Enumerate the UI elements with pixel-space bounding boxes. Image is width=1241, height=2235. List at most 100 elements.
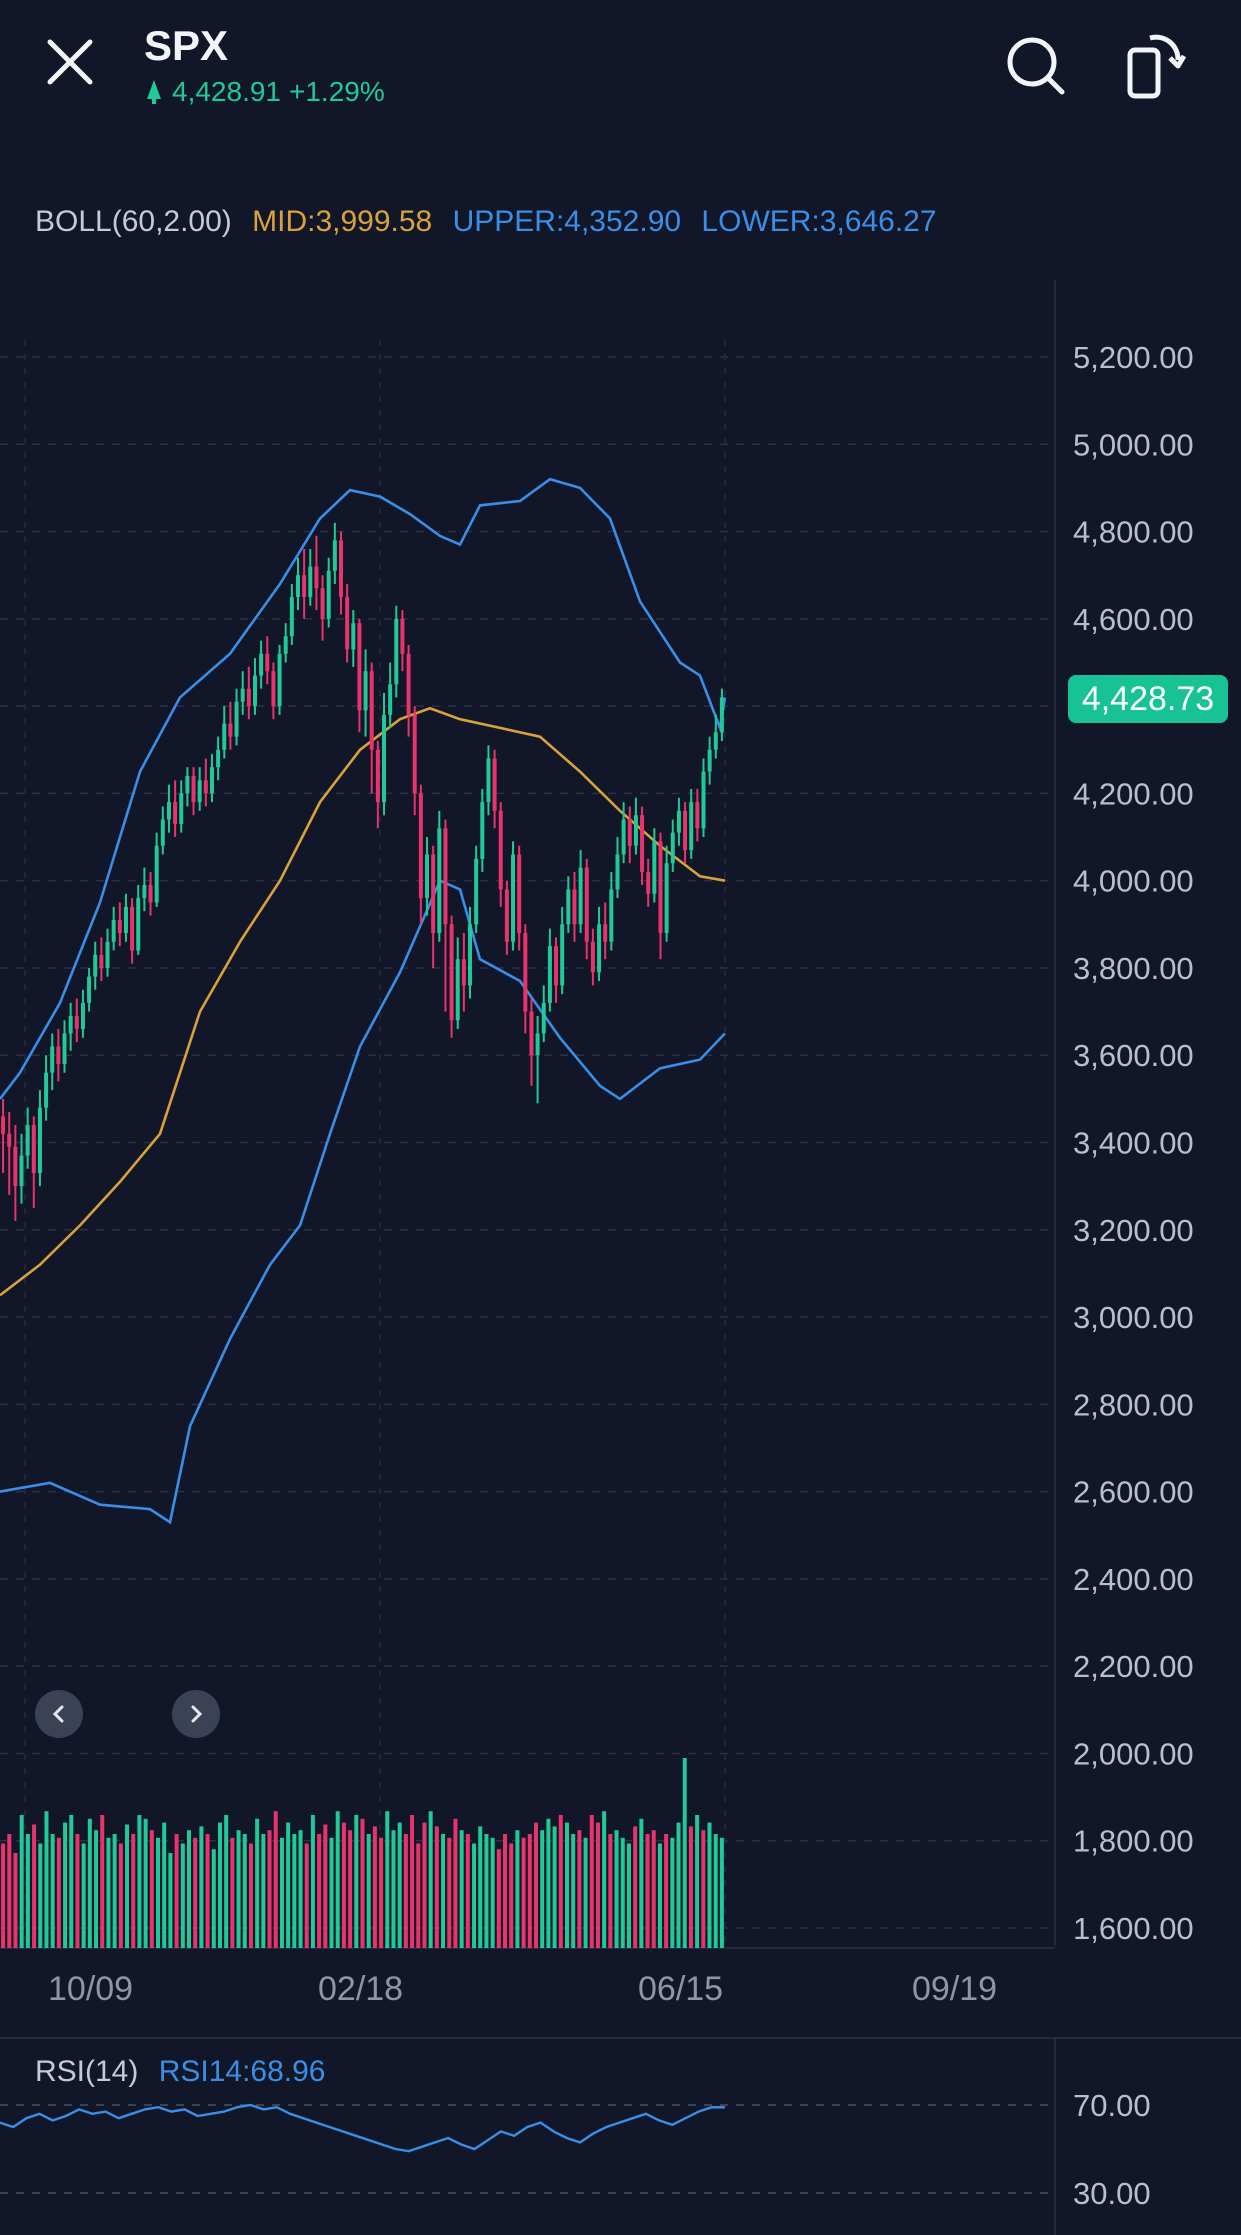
volume-bar bbox=[503, 1834, 508, 1948]
candle-body bbox=[345, 597, 350, 650]
volume-bar bbox=[261, 1834, 266, 1948]
y-tick-label: 5,000.00 bbox=[1073, 427, 1194, 462]
volume-bar bbox=[224, 1815, 229, 1948]
volume-bar bbox=[564, 1822, 569, 1948]
rsi-label: RSI(14) bbox=[35, 2055, 139, 2088]
volume-bar bbox=[143, 1818, 148, 1948]
volume-bar bbox=[87, 1818, 92, 1948]
volume-bar bbox=[447, 1837, 452, 1948]
candle-body bbox=[265, 653, 270, 672]
candle-body bbox=[74, 1015, 79, 1030]
candle-body bbox=[701, 771, 706, 829]
volume-bar bbox=[676, 1822, 681, 1948]
candlesticks bbox=[1, 522, 724, 1222]
volume-bar bbox=[465, 1834, 470, 1948]
candle-body bbox=[486, 758, 491, 803]
candle-body bbox=[523, 933, 528, 1012]
volume-bar bbox=[267, 1830, 272, 1948]
candle-body bbox=[111, 919, 116, 942]
volume-bar bbox=[688, 1826, 693, 1948]
close-button[interactable] bbox=[38, 30, 102, 94]
volume-bar bbox=[242, 1834, 247, 1948]
candle-body bbox=[123, 906, 128, 934]
candle-body bbox=[418, 793, 423, 899]
volume-bar bbox=[75, 1834, 80, 1948]
header: SPX 4,428.91 +1.29% bbox=[0, 0, 1241, 130]
candle-body bbox=[449, 924, 454, 1021]
rotate-screen-button[interactable] bbox=[1120, 28, 1190, 102]
candle-body bbox=[99, 954, 104, 968]
volume-bar bbox=[645, 1834, 650, 1948]
volume-bar bbox=[63, 1822, 68, 1948]
volume-bar bbox=[273, 1811, 278, 1948]
candle-body bbox=[338, 540, 343, 598]
up-arrow-icon bbox=[147, 80, 161, 104]
scroll-right-button[interactable] bbox=[172, 1690, 220, 1738]
candle-body bbox=[652, 841, 657, 894]
candle-body bbox=[50, 1046, 55, 1073]
volume-bar bbox=[602, 1811, 607, 1948]
candle-body bbox=[25, 1125, 30, 1156]
candle-body bbox=[117, 919, 122, 934]
volume-bar bbox=[304, 1843, 309, 1948]
candle-body bbox=[584, 867, 589, 942]
candle-body bbox=[400, 618, 405, 654]
search-button[interactable] bbox=[1000, 30, 1070, 100]
candle-body bbox=[689, 802, 694, 851]
candle-body bbox=[382, 714, 387, 803]
candle-body bbox=[68, 1015, 73, 1034]
volume-bar bbox=[149, 1830, 154, 1948]
candle-body bbox=[289, 597, 294, 637]
candle-body bbox=[160, 819, 165, 846]
volume-bar bbox=[310, 1815, 315, 1948]
volume-bar bbox=[534, 1822, 539, 1948]
candle-body bbox=[351, 623, 356, 650]
last-price: 4,428.91 bbox=[172, 76, 281, 107]
candle-body bbox=[590, 941, 595, 973]
candle-body bbox=[105, 941, 110, 968]
quote-line: 4,428.91 +1.29% bbox=[144, 76, 385, 108]
rsi-70-label: 70.00 bbox=[1073, 2088, 1151, 2123]
candle-body bbox=[547, 946, 552, 1003]
upper-band-line bbox=[0, 477, 727, 1100]
volume-bar bbox=[682, 1758, 687, 1948]
candle-body bbox=[13, 1146, 18, 1187]
candle-body bbox=[240, 688, 245, 702]
rsi-line bbox=[0, 2103, 726, 2153]
candle-body bbox=[541, 1002, 546, 1034]
close-icon bbox=[47, 39, 93, 85]
y-tick-label: 4,800.00 bbox=[1073, 515, 1194, 550]
candle-body bbox=[252, 675, 257, 707]
candle-body bbox=[130, 906, 135, 951]
candle-body bbox=[572, 889, 577, 925]
volume-bar bbox=[335, 1811, 340, 1948]
volume-bar bbox=[25, 1834, 30, 1948]
candle-body bbox=[498, 810, 503, 890]
x-axis-labels: 10/09 02/18 06/15 09/19 bbox=[48, 1970, 997, 2008]
volume-bar bbox=[292, 1834, 297, 1948]
rsi-panel: 70.00 30.00 bbox=[0, 2037, 1241, 2235]
volume-bar bbox=[298, 1830, 303, 1948]
boll-legend: BOLL(60,2.00) MID:3,999.58 UPPER:4,352.9… bbox=[35, 205, 949, 239]
volume-bar bbox=[403, 1834, 408, 1948]
candle-body bbox=[664, 863, 669, 934]
volume-bar bbox=[397, 1822, 402, 1948]
volume-bar bbox=[453, 1818, 458, 1948]
candle-body bbox=[695, 802, 700, 829]
y-tick-label: 3,800.00 bbox=[1073, 951, 1194, 986]
symbol-title: SPX bbox=[144, 22, 229, 69]
candle-body bbox=[93, 954, 98, 977]
candle-body bbox=[597, 924, 602, 973]
volume-bar bbox=[595, 1822, 600, 1948]
volume-bar bbox=[509, 1843, 514, 1948]
volume-bar bbox=[162, 1822, 167, 1948]
volume-bar bbox=[217, 1822, 222, 1948]
candle-body bbox=[148, 885, 153, 903]
volume-bar bbox=[279, 1837, 284, 1948]
volume-bars bbox=[1, 1758, 724, 1948]
y-tick-label: 4,600.00 bbox=[1073, 602, 1194, 637]
price-change: +1.29% bbox=[289, 76, 385, 107]
scroll-left-button[interactable] bbox=[35, 1690, 83, 1738]
candle-body bbox=[357, 623, 362, 711]
